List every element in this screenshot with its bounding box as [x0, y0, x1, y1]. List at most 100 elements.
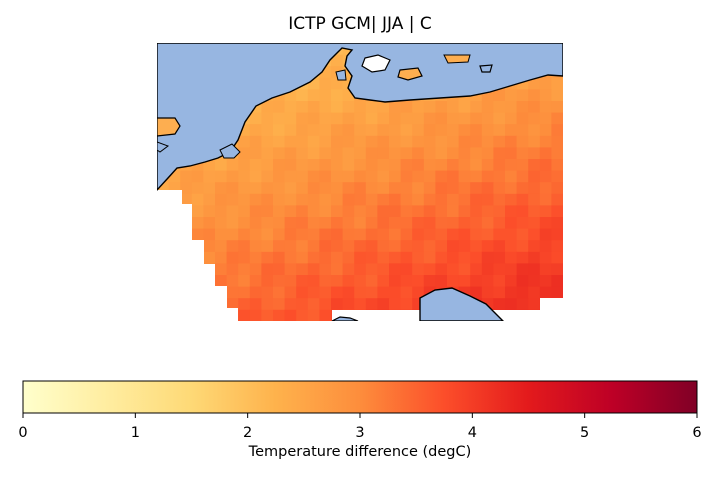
no-data-southeast — [540, 298, 563, 310]
grid-cell — [377, 182, 390, 195]
grid-cell — [273, 298, 285, 311]
grid-cell — [516, 193, 529, 206]
grid-cell — [354, 298, 367, 311]
grid-cell — [400, 228, 413, 241]
grid-cell — [342, 263, 355, 276]
grid-cell — [284, 182, 297, 195]
grid-cell — [191, 182, 204, 195]
grid-cell — [226, 170, 239, 183]
grid-cell — [400, 275, 413, 287]
colorbar-tick-label: 1 — [131, 425, 140, 441]
grid-cell — [400, 124, 413, 137]
grid-cell — [261, 309, 274, 321]
grid-cell — [365, 286, 378, 299]
grid-cell — [273, 147, 285, 160]
grid-cell — [412, 135, 425, 148]
grid-cell — [528, 251, 541, 264]
grid-cell — [284, 228, 297, 241]
grid-cell — [203, 228, 216, 241]
grid-cell — [377, 217, 390, 229]
grid-cell — [331, 124, 343, 137]
grid-cell — [307, 205, 320, 218]
grid-cell — [516, 228, 529, 241]
grid-cell — [365, 240, 378, 253]
grid-cell — [389, 135, 401, 148]
grid-cell — [215, 205, 227, 218]
grid-cell — [493, 193, 506, 206]
grid-cell — [226, 217, 239, 229]
grid-cell — [435, 275, 448, 287]
grid-cell — [539, 135, 552, 148]
grid-cell — [423, 275, 436, 287]
grid-cell — [435, 124, 448, 137]
grid-cell — [481, 251, 494, 264]
grid-cell — [319, 89, 332, 102]
grid-cell — [435, 101, 448, 113]
grid-cell — [238, 251, 251, 264]
grid-cell — [423, 147, 436, 160]
grid-cell — [493, 251, 506, 264]
grid-cell — [226, 263, 239, 276]
grid-cell — [493, 101, 506, 113]
grid-cell — [261, 101, 274, 113]
adriatic-sea — [419, 287, 504, 321]
grid-cell — [226, 251, 239, 264]
grid-cell — [365, 112, 378, 125]
grid-cell — [505, 170, 517, 183]
grid-cell — [423, 251, 436, 264]
grid-cell — [249, 286, 262, 299]
grid-cell — [458, 205, 471, 218]
grid-cell — [203, 217, 216, 229]
grid-cell — [354, 124, 367, 137]
island-bornholm — [479, 64, 493, 73]
grid-cell — [516, 263, 529, 276]
grid-cell — [470, 228, 483, 241]
grid-cell — [528, 193, 541, 206]
grid-cell — [284, 159, 297, 171]
ligurian-sea — [331, 316, 359, 321]
grid-cell — [331, 147, 343, 160]
grid-cell — [249, 147, 262, 160]
grid-cell — [331, 217, 343, 229]
grid-cell — [342, 182, 355, 195]
grid-cell — [458, 240, 471, 253]
grid-cell — [377, 205, 390, 218]
grid-cell — [539, 228, 552, 241]
grid-cell — [215, 182, 227, 195]
grid-cell — [191, 205, 204, 218]
grid-cell — [539, 217, 552, 229]
grid-cell — [307, 309, 320, 321]
grid-cell — [354, 228, 367, 241]
grid-cell — [389, 193, 401, 206]
grid-cell — [528, 217, 541, 229]
grid-cell — [319, 124, 332, 137]
grid-cell — [447, 205, 459, 218]
colorbar-tick-label: 0 — [18, 425, 27, 441]
grid-cell — [389, 240, 401, 253]
grid-cell — [516, 101, 529, 113]
grid-cell — [389, 124, 401, 137]
grid-cell — [470, 182, 483, 195]
grid-cell — [261, 112, 274, 125]
grid-cell — [516, 170, 529, 183]
grid-cell — [423, 135, 436, 148]
grid-cell — [354, 275, 367, 287]
grid-cell — [226, 159, 239, 171]
grid-cell — [377, 193, 390, 206]
grid-cell — [354, 170, 367, 183]
grid-cell — [539, 182, 552, 195]
grid-cell — [331, 275, 343, 287]
grid-cell — [389, 205, 401, 218]
grid-cell — [296, 101, 309, 113]
grid-cell — [365, 124, 378, 137]
grid-cell — [319, 193, 332, 206]
grid-cell — [284, 309, 297, 321]
grid-cell — [400, 217, 413, 229]
grid-cell — [307, 286, 320, 299]
grid-cell — [539, 89, 552, 102]
grid-cell — [307, 147, 320, 160]
grid-cell — [261, 159, 274, 171]
grid-cell — [389, 263, 401, 276]
grid-cell — [423, 240, 436, 253]
